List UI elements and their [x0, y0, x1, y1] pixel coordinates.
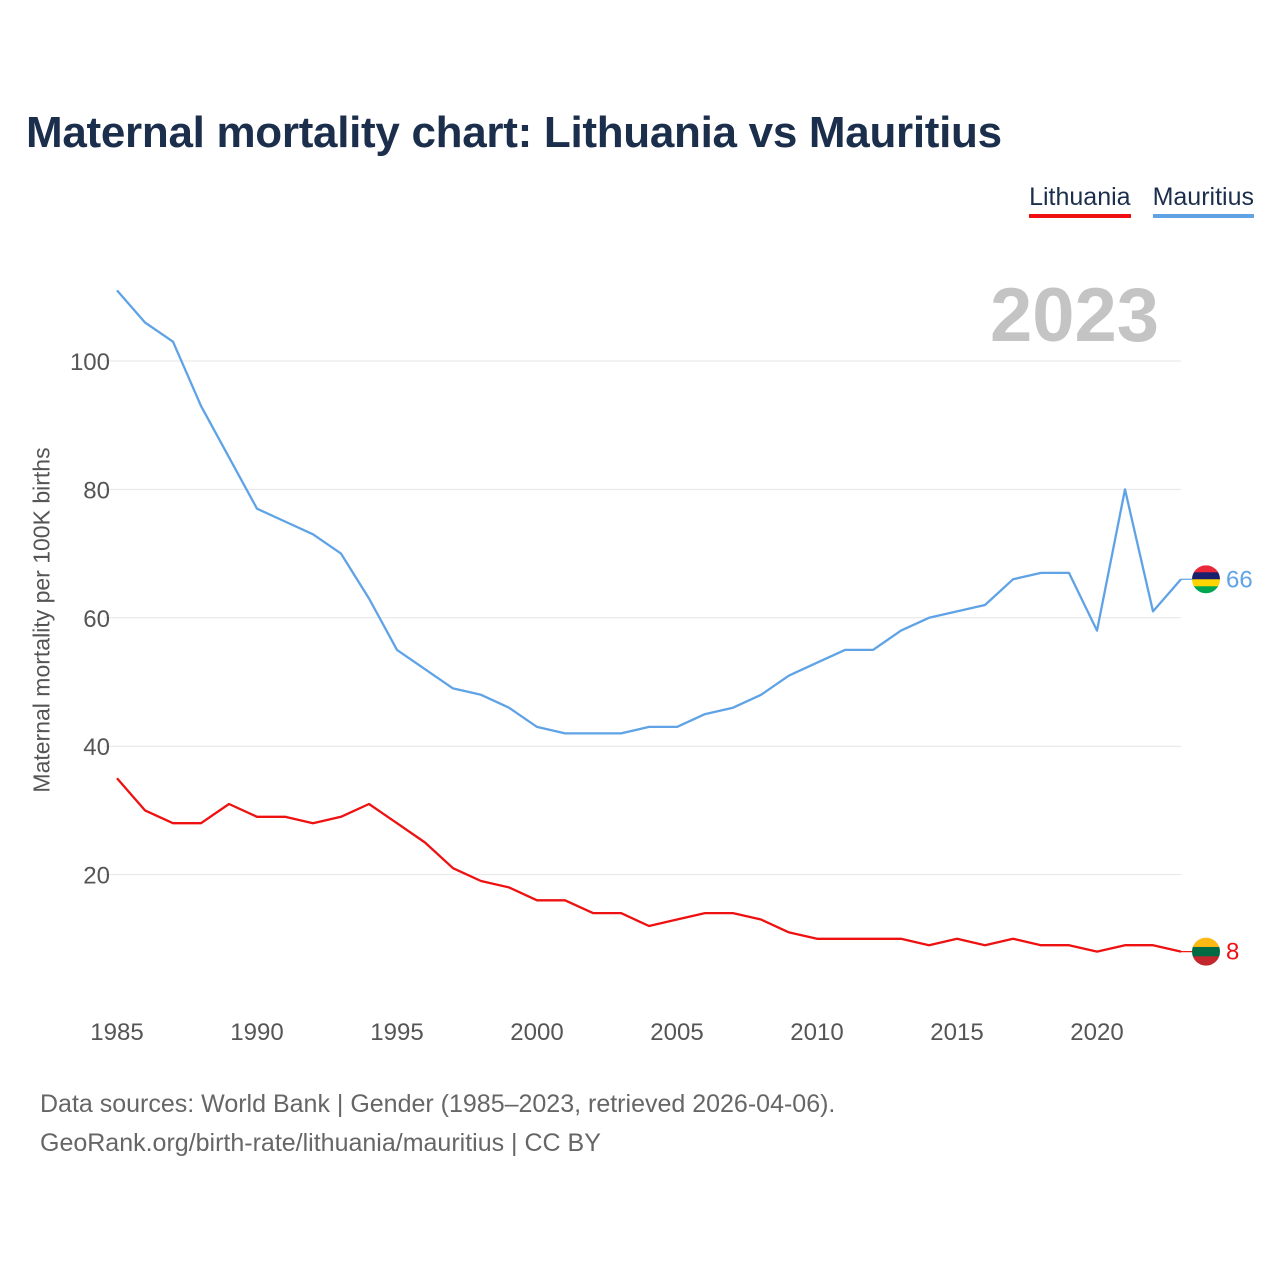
flag-stripe: [1192, 956, 1220, 966]
y-tick-label: 100: [70, 349, 110, 376]
x-tick-label: 2015: [930, 1019, 983, 1046]
data-source-note: Data sources: World Bank | Gender (1985–…: [40, 1090, 836, 1118]
flag-stripe: [1192, 586, 1220, 594]
series-layer: [116, 289, 1182, 953]
flag-stripe: [1192, 572, 1220, 580]
x-tick-label: 2005: [650, 1019, 703, 1046]
y-tick-labels: 20 40 60 80 100: [70, 349, 110, 890]
x-tick-label: 1985: [90, 1019, 143, 1046]
lithuania-flag-icon: [1192, 937, 1220, 966]
flag-stripe: [1192, 937, 1220, 948]
mauritius-flag-icon: [1192, 565, 1220, 594]
x-tick-label: 1995: [370, 1019, 423, 1046]
y-tick-label: 60: [83, 606, 110, 633]
y-tick-label: 80: [83, 477, 110, 504]
x-tick-label: 2010: [790, 1019, 843, 1046]
legend-item-lithuania[interactable]: Lithuania: [1029, 183, 1131, 218]
legend-item-mauritius[interactable]: Mauritius: [1152, 183, 1254, 218]
flag-stripe: [1192, 579, 1220, 587]
legend: Lithuania Mauritius: [1029, 183, 1254, 218]
x-tick-labels: 1985 1990 1995 2000 2005 2010 2015 2020: [90, 1019, 1123, 1046]
x-tick-label: 2020: [1070, 1019, 1123, 1046]
series-line-lithuania: [116, 777, 1182, 953]
y-tick-label: 20: [83, 863, 110, 890]
end-value-label: 8: [1226, 939, 1239, 966]
year-label: 2023: [990, 273, 1160, 358]
flag-stripe: [1192, 946, 1220, 957]
chart-title: Maternal mortality chart: Lithuania vs M…: [26, 108, 1002, 157]
end-markers: 8 66: [1181, 565, 1253, 966]
series-line-mauritius: [116, 289, 1182, 735]
attribution-link[interactable]: GeoRank.org/birth-rate/lithuania/mauriti…: [40, 1129, 601, 1157]
grid-layer: [104, 360, 1181, 876]
footer: Data sources: World Bank | Gender (1985–…: [40, 1085, 835, 1163]
x-tick-label: 2000: [510, 1019, 563, 1046]
flag-stripe: [1192, 565, 1220, 573]
y-tick-label: 40: [83, 734, 110, 761]
end-value-label: 66: [1226, 566, 1253, 593]
x-tick-label: 1990: [230, 1019, 283, 1046]
